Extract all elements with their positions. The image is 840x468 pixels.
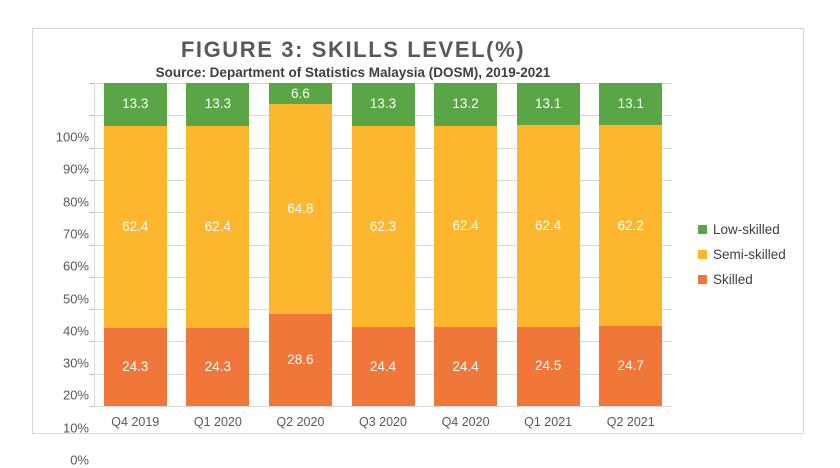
bar-data-label: 13.3 bbox=[122, 96, 149, 112]
y-axis-tick-mark bbox=[89, 115, 94, 117]
bar-data-label: 24.3 bbox=[122, 358, 149, 374]
chart-title: FIGURE 3: SKILLS LEVEL(%) bbox=[180, 37, 526, 62]
bar-segment-skilled[interactable]: 24.4 bbox=[434, 327, 498, 406]
bar-segment-low-skilled[interactable]: 13.2 bbox=[434, 83, 498, 126]
legend-item[interactable]: Semi-skilled bbox=[698, 242, 808, 267]
bar-data-label: 28.6 bbox=[287, 351, 314, 367]
x-axis-tick-label: Q4 2019 bbox=[111, 415, 160, 429]
y-axis-tick-mark bbox=[89, 83, 94, 84]
bar-data-label: 62.2 bbox=[617, 217, 644, 233]
bar-segment-skilled[interactable]: 28.6 bbox=[268, 313, 332, 406]
y-axis-tick-label: 60% bbox=[62, 258, 89, 274]
bar-data-label: 62.4 bbox=[122, 218, 149, 234]
y-axis: 0% 10% 20% 30% 40% 50% 60% 70% 80% 90% 100% bbox=[33, 83, 89, 468]
bar-segment-semi-skilled[interactable]: 62.4 bbox=[434, 125, 498, 328]
bar-data-label: 62.4 bbox=[204, 218, 231, 234]
plot-area: 24.3 62.4 13.3 24.3 62.4 13.3 28.6 64.8 6.6 24.4 6… bbox=[89, 83, 672, 407]
y-axis-tick-label: 100% bbox=[55, 129, 89, 145]
legend-color-swatch bbox=[698, 250, 707, 259]
bar-segment-semi-skilled[interactable]: 62.4 bbox=[186, 125, 250, 328]
y-axis-tick-label: 0% bbox=[70, 452, 89, 468]
bar-column[interactable]: 24.4 62.3 13.3 bbox=[351, 83, 415, 406]
x-axis-tick-label: Q3 2020 bbox=[359, 415, 407, 429]
legend-label: Semi-skilled bbox=[713, 247, 786, 262]
bar-segment-low-skilled[interactable]: 13.1 bbox=[516, 83, 580, 126]
bar-segment-low-skilled[interactable]: 13.3 bbox=[103, 83, 167, 126]
y-axis-tick-label: 40% bbox=[62, 323, 89, 339]
legend-item[interactable]: Skilled bbox=[698, 267, 808, 292]
y-axis-tick-mark bbox=[89, 276, 94, 278]
bar-data-label: 62.4 bbox=[452, 218, 479, 234]
bar-segment-skilled[interactable]: 24.7 bbox=[599, 326, 663, 406]
bar-data-label: 62.4 bbox=[535, 218, 562, 234]
bar-data-label: 24.4 bbox=[452, 358, 479, 374]
chart-legend: Low-skilled Semi-skilled Skilled bbox=[698, 217, 808, 292]
y-axis-tick-mark bbox=[89, 212, 94, 214]
bar-column[interactable]: 24.7 62.2 13.1 bbox=[599, 83, 663, 406]
y-axis-tick-label: 30% bbox=[62, 355, 89, 371]
bar-segment-skilled[interactable]: 24.5 bbox=[516, 326, 580, 406]
bar-data-label: 13.2 bbox=[452, 96, 479, 112]
y-axis-tick-mark bbox=[89, 244, 94, 246]
bar-column[interactable]: 24.3 62.4 13.3 bbox=[186, 83, 250, 406]
y-axis-tick-mark bbox=[89, 373, 94, 375]
x-axis-tick-label: Q4 2020 bbox=[441, 415, 490, 429]
bar-segment-low-skilled[interactable]: 13.1 bbox=[599, 83, 663, 126]
y-axis-tick-label: 80% bbox=[62, 194, 89, 210]
bar-segment-semi-skilled[interactable]: 64.8 bbox=[268, 104, 332, 314]
x-axis-tick-label: Q2 2020 bbox=[276, 415, 325, 429]
legend-item[interactable]: Low-skilled bbox=[698, 217, 808, 242]
bar-segment-semi-skilled[interactable]: 62.2 bbox=[599, 125, 663, 327]
bar-segment-skilled[interactable]: 24.3 bbox=[103, 327, 167, 406]
y-axis-tick-mark bbox=[89, 179, 94, 181]
bar-data-label: 24.7 bbox=[617, 358, 644, 374]
bar-data-label: 13.3 bbox=[369, 96, 397, 112]
y-axis-tick-label: 70% bbox=[62, 226, 89, 242]
y-axis-tick-mark bbox=[89, 147, 94, 149]
y-axis-tick-label: 90% bbox=[62, 161, 89, 177]
bar-column[interactable]: 28.6 64.8 6.6 bbox=[268, 83, 332, 406]
y-axis-tick-mark bbox=[89, 406, 94, 407]
bar-segment-semi-skilled[interactable]: 62.3 bbox=[351, 125, 415, 328]
y-axis-tick-label: 10% bbox=[62, 420, 89, 436]
y-axis-tick-label: 20% bbox=[62, 387, 89, 403]
bar-column[interactable]: 24.4 62.4 13.2 bbox=[434, 83, 498, 406]
y-axis-tick-mark bbox=[89, 341, 94, 343]
bar-data-label: 6.6 bbox=[291, 85, 310, 101]
chart-container: FIGURE 3: SKILLS LEVEL(%) Source: Depart… bbox=[32, 28, 804, 468]
bar-data-label: 64.8 bbox=[287, 200, 314, 216]
bar-data-label: 13.1 bbox=[617, 96, 644, 112]
bar-data-label: 24.5 bbox=[535, 358, 562, 374]
bar-data-label: 62.3 bbox=[369, 218, 397, 234]
bar-segment-skilled[interactable]: 24.3 bbox=[186, 327, 250, 406]
bar-segment-low-skilled[interactable]: 13.3 bbox=[351, 83, 415, 126]
bar-column[interactable]: 24.3 62.4 13.3 bbox=[103, 83, 167, 406]
bar-segment-skilled[interactable]: 24.4 bbox=[351, 327, 415, 406]
legend-color-swatch bbox=[698, 225, 707, 234]
legend-color-swatch bbox=[698, 275, 707, 284]
y-axis-tick-label: 50% bbox=[62, 291, 89, 306]
bar-column[interactable]: 24.5 62.4 13.1 bbox=[516, 83, 580, 406]
x-axis-tick-label: Q1 2021 bbox=[524, 415, 573, 429]
bar-data-label: 13.1 bbox=[535, 96, 562, 112]
x-axis-tick-label: Q2 2021 bbox=[606, 415, 655, 429]
legend-label: Low-skilled bbox=[713, 222, 780, 237]
bar-data-label: 13.3 bbox=[204, 96, 231, 112]
bar-segment-semi-skilled[interactable]: 62.4 bbox=[516, 125, 580, 327]
bar-segment-semi-skilled[interactable]: 62.4 bbox=[103, 125, 167, 328]
x-axis-tick-label: Q1 2020 bbox=[193, 415, 242, 429]
bar-data-label: 24.4 bbox=[369, 358, 397, 374]
bar-segment-low-skilled[interactable]: 13.3 bbox=[186, 83, 250, 126]
bar-data-label: 24.3 bbox=[204, 358, 231, 374]
gridline bbox=[94, 406, 672, 407]
bar-segment-low-skilled[interactable]: 6.6 bbox=[268, 83, 332, 105]
chart-subtitle: Source: Department of Statistics Malaysi… bbox=[155, 65, 551, 80]
y-axis-tick-mark bbox=[89, 309, 94, 311]
legend-label: Skilled bbox=[713, 272, 753, 287]
